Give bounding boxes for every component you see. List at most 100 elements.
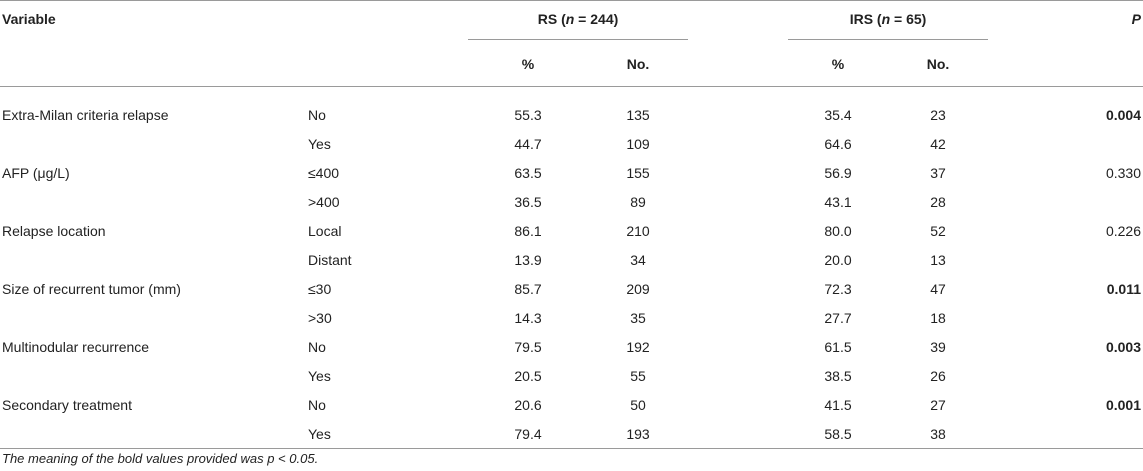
row-level: No (308, 338, 326, 355)
spacer (688, 216, 788, 245)
spacer (688, 274, 788, 303)
row-p-value (988, 303, 1143, 332)
row-rs-no: 89 (630, 193, 646, 210)
table-row: Yes 79.4 193 58.5 38 (0, 419, 1143, 449)
row-irs-pct: 41.5 (824, 396, 852, 413)
row-variable (0, 245, 308, 274)
spacer (688, 332, 788, 361)
row-variable: Multinodular recurrence (2, 338, 150, 355)
row-variable (0, 361, 308, 390)
row-level: Yes (308, 367, 331, 384)
spacer (688, 419, 788, 449)
table-footnote: The meaning of the bold values provided … (2, 451, 319, 466)
header-rs-label: RS (n = 244) (537, 11, 619, 27)
table-row: Relapse location Local 86.1 210 80.0 52 0.226 (0, 216, 1143, 245)
header-irs-no: No. (926, 56, 950, 72)
row-irs-no: 52 (930, 222, 946, 239)
row-rs-no: 209 (626, 280, 650, 297)
spacer (688, 390, 788, 419)
table-row: >400 36.5 89 43.1 28 (0, 187, 1143, 216)
row-rs-pct: 44.7 (514, 135, 542, 152)
row-p-value: 0.003 (1105, 338, 1142, 355)
row-p-value: 0.330 (1105, 164, 1142, 181)
header-irs-label: IRS (n = 65) (849, 11, 927, 27)
row-irs-no: 13 (930, 251, 946, 268)
row-irs-no: 47 (930, 280, 946, 297)
row-irs-pct: 20.0 (824, 251, 852, 268)
row-irs-no: 37 (930, 164, 946, 181)
row-rs-pct: 20.5 (514, 367, 542, 384)
row-irs-no: 38 (930, 425, 946, 442)
row-variable (0, 419, 308, 449)
row-variable (0, 303, 308, 332)
spacer (688, 361, 788, 390)
row-rs-pct: 79.5 (514, 338, 542, 355)
row-rs-no: 55 (630, 367, 646, 384)
row-rs-no: 155 (626, 164, 650, 181)
table-row: Extra-Milan criteria relapse No 55.3 135 35.… (0, 86, 1143, 129)
row-irs-no: 26 (930, 367, 946, 384)
row-rs-pct: 14.3 (514, 309, 542, 326)
row-variable (0, 187, 308, 216)
row-irs-pct: 58.5 (824, 425, 852, 442)
table-row: Size of recurrent tumor (mm) ≤30 85.7 209 72… (0, 274, 1143, 303)
row-irs-no: 39 (930, 338, 946, 355)
row-rs-no: 34 (630, 251, 646, 268)
row-p-value: 0.011 (1106, 280, 1142, 297)
row-level: Local (308, 222, 342, 239)
spacer (688, 303, 788, 332)
table-row: Distant 13.9 34 20.0 13 (0, 245, 1143, 274)
header-row-2: % No. % No. (0, 43, 1143, 86)
row-rs-no: 192 (626, 338, 650, 355)
header-variable: Variable (2, 11, 56, 27)
row-variable: Secondary treatment (2, 396, 132, 413)
row-irs-no: 18 (930, 309, 946, 326)
row-p-value (988, 187, 1143, 216)
table-row: Yes 44.7 109 64.6 42 (0, 129, 1143, 158)
row-variable: Size of recurrent tumor (mm) (2, 280, 181, 297)
row-irs-pct: 35.4 (824, 106, 852, 123)
row-variable: AFP (μg/L) (2, 164, 70, 181)
row-rs-no: 50 (630, 396, 646, 413)
row-p-value: 0.226 (1105, 222, 1142, 239)
row-rs-pct: 55.3 (514, 106, 542, 123)
row-p-value: 0.004 (1105, 106, 1142, 123)
header-rs-group: RS (n = 244) (468, 1, 689, 43)
row-irs-pct: 80.0 (824, 222, 852, 239)
row-variable: Extra-Milan criteria relapse (2, 106, 169, 123)
row-irs-no: 42 (930, 135, 946, 152)
row-rs-pct: 86.1 (514, 222, 542, 239)
header-rs-pct: % (521, 56, 535, 72)
row-irs-no: 27 (930, 396, 946, 413)
row-irs-pct: 43.1 (824, 193, 852, 210)
spacer (688, 158, 788, 187)
row-level: No (308, 106, 326, 123)
row-rs-pct: 79.4 (514, 425, 542, 442)
table-row: Secondary treatment No 20.6 50 41.5 27 0.001 (0, 390, 1143, 419)
row-irs-pct: 27.7 (824, 309, 852, 326)
spacer (688, 245, 788, 274)
header-irs-pct: % (831, 56, 845, 72)
row-p-value: 0.001 (1105, 396, 1142, 413)
row-level: >400 (308, 193, 340, 210)
row-irs-pct: 56.9 (824, 164, 852, 181)
row-rs-pct: 36.5 (514, 193, 542, 210)
header-p: P (1131, 11, 1142, 27)
table-row: AFP (μg/L) ≤400 63.5 155 56.9 37 0.330 (0, 158, 1143, 187)
row-p-value (988, 129, 1143, 158)
row-irs-pct: 38.5 (824, 367, 852, 384)
table-body: Extra-Milan criteria relapse No 55.3 135 35.… (0, 86, 1143, 449)
row-level: No (308, 396, 326, 413)
row-rs-pct: 85.7 (514, 280, 542, 297)
row-variable: Relapse location (2, 222, 106, 239)
row-rs-pct: 20.6 (514, 396, 542, 413)
row-irs-pct: 61.5 (824, 338, 852, 355)
row-p-value (988, 245, 1143, 274)
header-irs-group: IRS (n = 65) (788, 1, 989, 43)
row-p-value (988, 419, 1143, 449)
row-rs-no: 35 (630, 309, 646, 326)
row-irs-no: 28 (930, 193, 946, 210)
row-rs-no: 135 (626, 106, 650, 123)
spacer (688, 187, 788, 216)
